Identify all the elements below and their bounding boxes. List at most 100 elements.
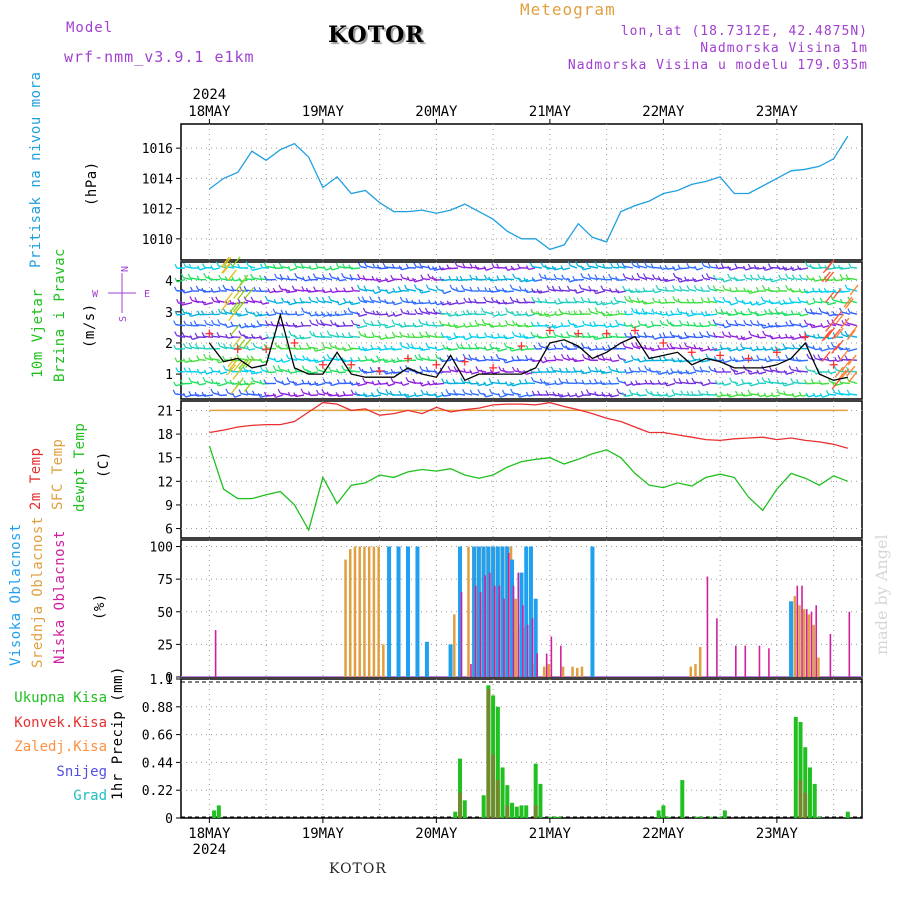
wind-barb-tick (259, 379, 263, 385)
wind-barb (806, 311, 816, 315)
wind-barb (624, 346, 634, 350)
wind-barb (331, 345, 340, 350)
wind-barb (555, 358, 564, 362)
precip-total-bar (547, 816, 552, 818)
wind-barb-tick (201, 310, 205, 315)
wind-barb (213, 323, 221, 327)
wind-barb-gust (245, 357, 255, 368)
wind-barb-tick (530, 321, 534, 327)
wind-barb-tick (354, 391, 358, 396)
wind-barb (645, 335, 655, 338)
y-tick-label: 0.44 (142, 756, 173, 771)
wind-barb (610, 382, 620, 385)
wind-barb-tick (518, 346, 522, 351)
wind-barb-tick (602, 263, 606, 269)
cloud-bar (495, 546, 500, 677)
wind-barb (373, 324, 382, 327)
wind-barb (563, 325, 571, 328)
y-tick-label: 1010 (142, 233, 173, 248)
wind-barb-gust (244, 287, 254, 299)
wind-barb (820, 382, 830, 385)
wind-barb-tick (440, 391, 445, 397)
wind-barb-tick (273, 298, 277, 304)
wind-barb-tick (672, 265, 676, 271)
wind-barb-gust (821, 330, 831, 342)
wind-barb (385, 325, 396, 329)
wind-barb (533, 380, 543, 385)
wind-barb-tick (225, 333, 229, 339)
wind-barb-tick (567, 261, 571, 266)
wind-barb (563, 357, 571, 362)
wind-barb-tick (616, 376, 620, 382)
legend-total-rain: Ukupna Kisa (14, 690, 107, 706)
wind-barb-tick (734, 381, 738, 386)
wind-barb-gust (834, 339, 844, 351)
wind-barb (394, 301, 403, 306)
wind-barb-tick (671, 357, 675, 362)
wind-barb (464, 266, 473, 269)
wind-barb-tick (697, 389, 701, 395)
wind-barb (275, 369, 284, 373)
wind-barb (220, 312, 228, 315)
wind-barb (324, 277, 333, 281)
wind-barb (770, 359, 781, 362)
wind-barb-tick (662, 332, 666, 338)
wind-barb-tick (453, 323, 457, 329)
wind-barb-tick (707, 284, 711, 290)
wind-barb-tick (372, 289, 376, 294)
wind-barb-tick (281, 332, 285, 338)
wind-barb-tick (630, 355, 634, 360)
wind-barb-tick (390, 345, 394, 351)
wind-barb (574, 278, 585, 281)
wind-barb-tick (740, 310, 744, 316)
wind-barb (843, 323, 851, 327)
wind-barb-tick (181, 288, 185, 294)
wind-barb-gust (834, 327, 844, 339)
wind-barb (715, 335, 725, 338)
wind-barb-tick (217, 319, 221, 324)
wind-barb (240, 392, 249, 396)
wind-barb (539, 336, 550, 339)
wind-barb-tick (565, 345, 569, 350)
wind-barb (598, 358, 606, 362)
wind-barb (315, 348, 326, 352)
cloud-bar (503, 598, 505, 677)
wind-barb-tick (263, 391, 267, 397)
wind-barb (266, 265, 277, 269)
wind-barb (364, 381, 375, 385)
wind-barb-tick (628, 295, 632, 301)
wind-barb-tick (483, 274, 488, 280)
wind-barb-tick (434, 332, 438, 338)
wind-barb (638, 276, 648, 281)
precip-conv-bar (458, 792, 463, 818)
cloud-bar (406, 546, 410, 677)
wind-barb (554, 267, 564, 271)
y-tick-label: 1012 (142, 203, 173, 218)
precip-total-bar (699, 816, 704, 818)
wind-barb-tick (312, 286, 317, 291)
model-name: wrf-nmm_v3.9.1 e1km (64, 48, 255, 66)
wind-barb-tick (299, 334, 303, 340)
wind-barb-tick (768, 299, 772, 304)
wind-barb-tick (607, 332, 611, 337)
wind-barb-tick (832, 263, 836, 268)
wind-barb-gust (825, 321, 835, 332)
wind-barb-tick (250, 296, 254, 302)
wind-barb (434, 278, 445, 281)
wind-barb (724, 325, 732, 329)
wind-barb-gust (228, 360, 238, 371)
wind-barb (647, 325, 655, 329)
wind-barb-tick (258, 287, 262, 292)
precip-total-bar (462, 800, 467, 818)
wind-barb-tick (757, 274, 761, 279)
wind-barb-tick (657, 380, 661, 385)
wind-barb-tick (438, 309, 442, 314)
wind-barb-tick (809, 264, 813, 269)
wind-barb (175, 323, 186, 327)
wind-barb-tick (361, 368, 365, 374)
pressure-panel (209, 135, 849, 251)
wind-barb-tick (628, 367, 632, 372)
wind-barb (199, 267, 207, 271)
wind-barb-tick (372, 310, 376, 315)
wind-barb-tick (376, 310, 380, 316)
